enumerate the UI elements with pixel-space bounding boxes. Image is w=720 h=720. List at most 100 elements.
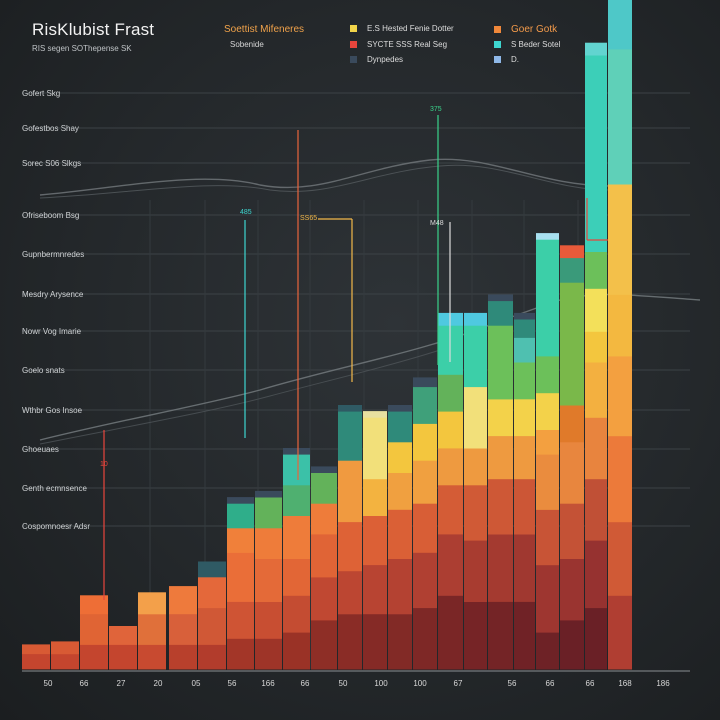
bar-segment xyxy=(514,319,535,338)
y-tick-label: Ofriseboom Bsg xyxy=(22,211,79,220)
legend-heading: Soettist Mifeneres xyxy=(224,24,305,35)
bar-segment xyxy=(514,337,535,363)
legend-swatch xyxy=(350,41,357,48)
y-tick-label: Gofert Skg xyxy=(22,89,60,98)
bar-segment xyxy=(255,497,282,529)
x-tick-label: 66 xyxy=(80,679,89,688)
bar-segment xyxy=(255,490,282,498)
bar-segment xyxy=(169,613,197,645)
bar-segment xyxy=(198,576,226,609)
bar-segment xyxy=(536,355,559,394)
bar-segment xyxy=(80,613,108,645)
bar-segment xyxy=(227,638,254,670)
bar-segment xyxy=(198,561,226,578)
bar-segment xyxy=(536,454,559,510)
bar-segment xyxy=(311,576,337,621)
bar-segment xyxy=(514,601,535,670)
bar-segment xyxy=(608,0,632,50)
bar-segment xyxy=(363,613,387,670)
legend-item: D. xyxy=(494,55,519,64)
x-tick-label: 56 xyxy=(228,679,237,688)
y-tick-label: Mesdry Arysence xyxy=(22,290,84,299)
y-tick-label: Nowr Vog Imarie xyxy=(22,327,82,336)
y-tick-label: Genth ecmnsence xyxy=(22,484,87,493)
bar-segment xyxy=(585,417,607,480)
bar-segment xyxy=(198,644,226,670)
bar-segment xyxy=(227,497,254,504)
x-tick-label: 50 xyxy=(44,679,53,688)
bar-segment xyxy=(608,294,632,357)
bar-segment xyxy=(585,42,607,56)
bar-segment xyxy=(388,558,412,615)
bar-segment xyxy=(585,478,607,541)
bar-segment xyxy=(536,429,559,455)
bar-segment xyxy=(488,533,513,602)
legend-label: Goer Gotk xyxy=(511,24,558,35)
bar-segment xyxy=(488,294,513,302)
bar-segment xyxy=(22,644,50,655)
bar-segment xyxy=(22,653,50,670)
x-tick-label: 67 xyxy=(454,679,463,688)
bar-segment xyxy=(388,411,412,443)
bar-segment xyxy=(388,472,412,510)
bar-segment xyxy=(585,251,607,289)
bar-segment xyxy=(464,540,487,602)
legend-label: S Beder Sotel xyxy=(511,40,561,49)
bar-segment xyxy=(464,484,487,541)
bar-segment xyxy=(388,509,412,559)
bar-segment xyxy=(255,527,282,559)
bar-segment xyxy=(255,601,282,639)
bar-segment xyxy=(227,503,254,529)
bar-segment xyxy=(608,595,632,670)
bar-segment xyxy=(338,521,362,572)
bar-segment xyxy=(560,619,584,670)
chart-title: RisKlubist Frast xyxy=(32,20,155,39)
legend-label: Dynpedes xyxy=(367,55,404,64)
bar-segment xyxy=(169,586,197,615)
legend-item: E.S Hested Fenie Dotter xyxy=(350,24,454,33)
x-tick-label: 100 xyxy=(374,679,388,688)
x-tick-label: 27 xyxy=(117,679,126,688)
bar-segment xyxy=(283,558,310,596)
bar-segment xyxy=(536,239,559,357)
bar-segment xyxy=(560,441,584,504)
bar-segment xyxy=(338,411,362,461)
x-tick-label: 50 xyxy=(339,679,348,688)
chart-subtitle: RIS segen SOThepense SK xyxy=(32,44,132,53)
callout-label: 10 xyxy=(100,461,108,468)
bar-segment xyxy=(338,613,362,670)
bar-segment xyxy=(283,484,310,516)
legend-item: S Beder Sotel xyxy=(494,40,560,49)
trend-line xyxy=(39,164,611,199)
legend-label: D. xyxy=(511,55,519,64)
bar-segment xyxy=(388,613,412,670)
bar-segment xyxy=(608,355,632,437)
bar-segment xyxy=(464,386,487,449)
bar-segment xyxy=(438,484,463,535)
bar-segment xyxy=(536,392,559,430)
x-tick-label: 66 xyxy=(546,679,555,688)
legend-label: E.S Hested Fenie Dotter xyxy=(367,24,454,33)
legend-swatch xyxy=(350,56,357,63)
bar-segment xyxy=(363,564,387,615)
bar-segment xyxy=(198,607,226,645)
bar-segment xyxy=(608,435,632,523)
bar-segment xyxy=(514,398,535,437)
bar-segment xyxy=(488,300,513,326)
bar-segment xyxy=(464,312,487,326)
legend-swatch xyxy=(494,26,501,33)
bar-segment xyxy=(514,478,535,535)
bar-segment xyxy=(608,183,632,295)
legend-item: Dynpedes xyxy=(350,55,403,64)
bar-segment xyxy=(560,405,584,443)
bar-segment xyxy=(413,377,437,388)
bar-segment xyxy=(585,331,607,363)
bar-segment xyxy=(438,411,463,449)
bar-segment xyxy=(560,503,584,559)
bar-segment xyxy=(338,405,362,412)
x-tick-label: 20 xyxy=(154,679,163,688)
bar-segment xyxy=(283,448,310,455)
bar-segment xyxy=(488,435,513,480)
x-tick-label: 168 xyxy=(618,679,632,688)
